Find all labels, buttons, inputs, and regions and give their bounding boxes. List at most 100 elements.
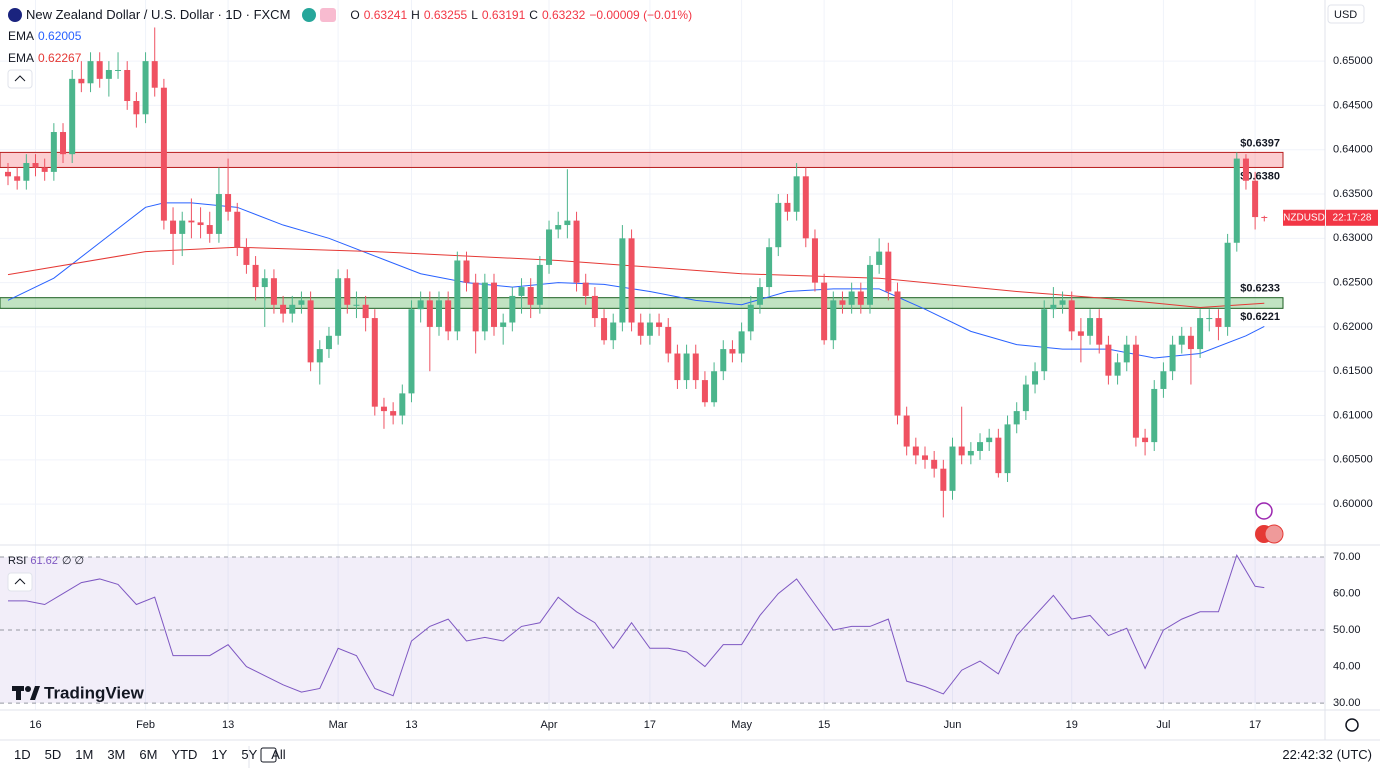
high: 0.63255 bbox=[423, 7, 468, 22]
zone bbox=[0, 297, 1284, 309]
x-tick-label: 19 bbox=[1066, 719, 1078, 731]
currency: USD bbox=[1334, 9, 1357, 21]
candle-body bbox=[151, 61, 158, 88]
candle-body bbox=[160, 87, 167, 221]
candle-body bbox=[60, 132, 67, 155]
candle-body bbox=[674, 353, 681, 381]
candle-body bbox=[802, 176, 809, 239]
candle-body bbox=[729, 349, 736, 354]
candle-body bbox=[362, 304, 369, 319]
ema-legend: EMA 0.62005 bbox=[8, 29, 81, 43]
x-tick-label: 13 bbox=[405, 719, 417, 731]
candle-body bbox=[784, 202, 791, 212]
y-tick-label: 0.63500 bbox=[1333, 188, 1373, 200]
candle-body bbox=[417, 300, 424, 310]
candle-body bbox=[711, 371, 718, 403]
price-tag bbox=[1283, 209, 1325, 226]
candle-body bbox=[830, 300, 837, 341]
candle-body bbox=[555, 225, 562, 230]
candle-body bbox=[747, 304, 754, 332]
ema-value: 0.62267 bbox=[38, 51, 82, 65]
candle-body bbox=[619, 238, 626, 323]
settings-icon[interactable] bbox=[1345, 718, 1359, 732]
candle-body bbox=[243, 247, 250, 265]
candle-body bbox=[995, 437, 1002, 474]
y-tick-label: 0.65000 bbox=[1333, 55, 1373, 67]
candle-body bbox=[234, 211, 241, 248]
candle-body bbox=[573, 220, 580, 283]
economic-event-icon[interactable] bbox=[1264, 524, 1284, 544]
collapse-icon bbox=[14, 75, 26, 82]
range-button[interactable]: 1M bbox=[75, 747, 94, 762]
candle-body bbox=[876, 251, 883, 265]
candle-body bbox=[87, 61, 94, 84]
currency-button[interactable] bbox=[1327, 4, 1365, 24]
candle-body bbox=[14, 176, 21, 181]
collapse-button[interactable] bbox=[7, 572, 33, 592]
zone-label: $0.6221 bbox=[1240, 311, 1280, 323]
candle-body bbox=[335, 278, 342, 336]
candle-body bbox=[500, 322, 507, 327]
candle-body bbox=[931, 459, 938, 469]
candle-body bbox=[518, 287, 525, 296]
clock: 22:42:32 (UTC) bbox=[1282, 747, 1372, 762]
ema-value: 0.62005 bbox=[38, 29, 82, 43]
ema-legend: EMA 0.62267 bbox=[8, 51, 81, 65]
range-button[interactable]: 1Y bbox=[211, 747, 228, 762]
candle-body bbox=[894, 291, 901, 416]
rsi-tick-label: 30.00 bbox=[1333, 697, 1361, 709]
y-tick-label: 0.64500 bbox=[1333, 99, 1373, 111]
range-button[interactable]: 1D bbox=[14, 747, 31, 762]
plot: $0.6397 $0.6380 $0.6233 $0.6221 bbox=[0, 27, 1325, 704]
candle-body bbox=[527, 287, 534, 305]
candle-body bbox=[41, 167, 48, 172]
candle-body bbox=[683, 353, 690, 381]
candle-body bbox=[316, 349, 323, 363]
candle-body bbox=[1050, 304, 1057, 310]
event-icon[interactable] bbox=[1255, 502, 1273, 520]
rsi-name: RSI bbox=[8, 554, 27, 567]
candle-body bbox=[289, 304, 296, 314]
range-button[interactable]: 5Y bbox=[241, 747, 258, 762]
candle-body bbox=[142, 61, 149, 115]
range-button[interactable]: 5D bbox=[44, 747, 62, 762]
calendar-icon[interactable] bbox=[260, 747, 277, 763]
candle-body bbox=[96, 61, 103, 79]
candle-body bbox=[1105, 344, 1112, 376]
candle-body bbox=[610, 322, 617, 341]
candle-body bbox=[793, 176, 800, 212]
range-button[interactable]: 3M bbox=[107, 747, 126, 762]
candle-body bbox=[371, 318, 378, 407]
candle-body bbox=[1004, 424, 1011, 474]
candle-body bbox=[922, 455, 928, 460]
candle-body bbox=[1242, 158, 1249, 181]
candle-body bbox=[1206, 318, 1213, 320]
y-tick-label: 0.60000 bbox=[1333, 498, 1373, 510]
candle-body bbox=[986, 437, 993, 443]
candle-body bbox=[656, 322, 663, 327]
candle-body bbox=[903, 415, 910, 447]
candle-body bbox=[426, 300, 433, 327]
range-button[interactable]: 6M bbox=[139, 747, 158, 762]
candle-body bbox=[967, 450, 974, 456]
open: 0.63241 bbox=[363, 7, 408, 22]
y-tick-label: 0.61500 bbox=[1333, 365, 1373, 377]
zone-label: $0.6397 bbox=[1240, 137, 1280, 149]
collapse-button[interactable] bbox=[7, 69, 33, 89]
candle-body bbox=[839, 300, 846, 305]
candle-body bbox=[69, 78, 76, 155]
candle-body bbox=[811, 238, 818, 283]
range-button[interactable]: YTD bbox=[171, 747, 198, 762]
candle-body bbox=[546, 229, 553, 265]
range-button[interactable]: All bbox=[271, 747, 286, 762]
change: −0.00009 (−0.01%) bbox=[589, 7, 693, 22]
x-tick-label: 17 bbox=[1249, 719, 1261, 731]
low: 0.63191 bbox=[481, 7, 526, 22]
candle-body bbox=[298, 300, 305, 305]
x-tick-label: 13 bbox=[222, 719, 234, 731]
header: New Zealand Dollar / U.S. Dollar · 1D · … bbox=[8, 7, 692, 22]
high-key: H bbox=[411, 7, 420, 22]
candle-body bbox=[692, 353, 699, 381]
candle-body bbox=[1178, 335, 1185, 345]
x-tick-label: Feb bbox=[136, 719, 155, 731]
